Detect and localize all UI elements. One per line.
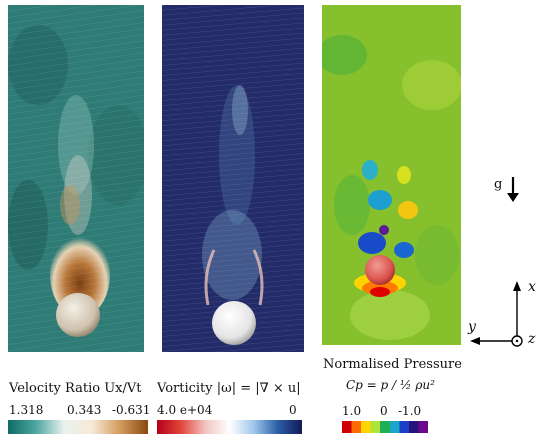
vorticity-colorbar [157, 420, 302, 434]
vorticity-tick-max: 4.0 e+04 [157, 403, 213, 417]
velocity-tick-min: -0.631 [112, 403, 151, 417]
pressure-tick-min: -1.0 [398, 404, 422, 418]
arrow-down-icon [507, 177, 519, 202]
gravity-indicator: g [494, 173, 528, 207]
vorticity-tick-min: 0 [289, 403, 297, 417]
velocity-colorbar [8, 420, 148, 434]
pressure-tick-mid: 0 [380, 404, 388, 418]
axes-icon [470, 281, 523, 347]
coordinate-axes: x y z [460, 275, 548, 353]
vorticity-field [162, 5, 304, 352]
pressure-colorbar [342, 421, 428, 433]
normalised-pressure-field [322, 5, 461, 345]
x-axis-label: x [528, 279, 536, 295]
velocity-tick-mid: 0.343 [67, 403, 102, 417]
velocity-tick-max: 1.318 [9, 403, 44, 417]
velocity-colorbar-title: Velocity Ratio Ux/Vt [9, 381, 142, 396]
z-axis-label: z [528, 331, 536, 347]
gravity-label: g [494, 177, 503, 192]
vorticity-colorbar-title: Vorticity |ω| = |∇ × u| [157, 381, 301, 396]
pressure-formula: Cp = p / ½ ρu² [346, 378, 435, 392]
y-axis-label: y [468, 319, 476, 335]
pressure-colorbar-title: Normalised Pressure [323, 357, 462, 372]
pressure-tick-max: 1.0 [342, 404, 362, 418]
velocity-ratio-field [8, 5, 144, 352]
